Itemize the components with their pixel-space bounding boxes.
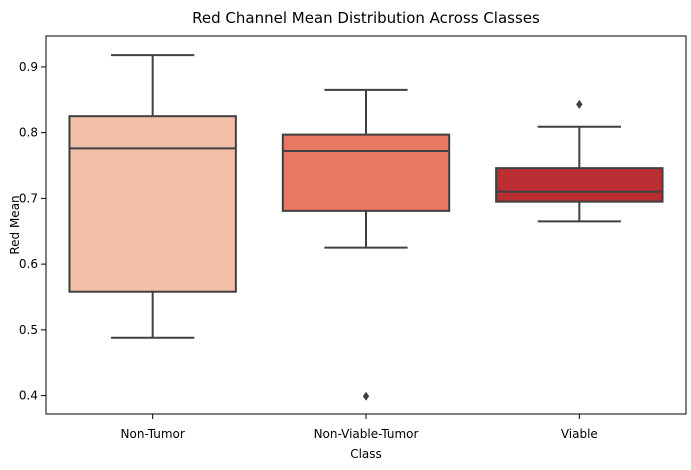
x-tick-label: Non-Viable-Tumor — [314, 427, 419, 441]
y-tick-label: 0.6 — [19, 257, 38, 271]
y-axis: 0.4 0.5 0.6 0.7 0.8 0.9 — [19, 60, 46, 403]
box-group — [495, 99, 664, 223]
y-tick-label: 0.9 — [19, 60, 38, 74]
plot-area — [68, 54, 664, 401]
box-group — [68, 54, 237, 339]
box-group — [281, 88, 451, 401]
y-axis-label: Red Mean — [8, 195, 22, 254]
x-tick-label: Viable — [561, 427, 598, 441]
x-axis-label: Class — [350, 447, 382, 461]
y-tick-label: 0.8 — [19, 126, 38, 140]
y-tick-label: 0.5 — [19, 323, 38, 337]
chart-title: Red Channel Mean Distribution Across Cla… — [192, 9, 540, 27]
y-tick-label: 0.4 — [19, 389, 38, 403]
box-iqr — [495, 167, 664, 203]
box-iqr — [68, 115, 237, 293]
box-iqr — [281, 133, 451, 212]
outlier-point — [362, 391, 370, 401]
x-tick-label: Non-Tumor — [121, 427, 185, 441]
outlier-point — [576, 99, 583, 109]
y-tick-label: 0.7 — [19, 191, 38, 205]
x-axis: Non-Tumor Non-Viable-Tumor Viable — [121, 414, 598, 441]
